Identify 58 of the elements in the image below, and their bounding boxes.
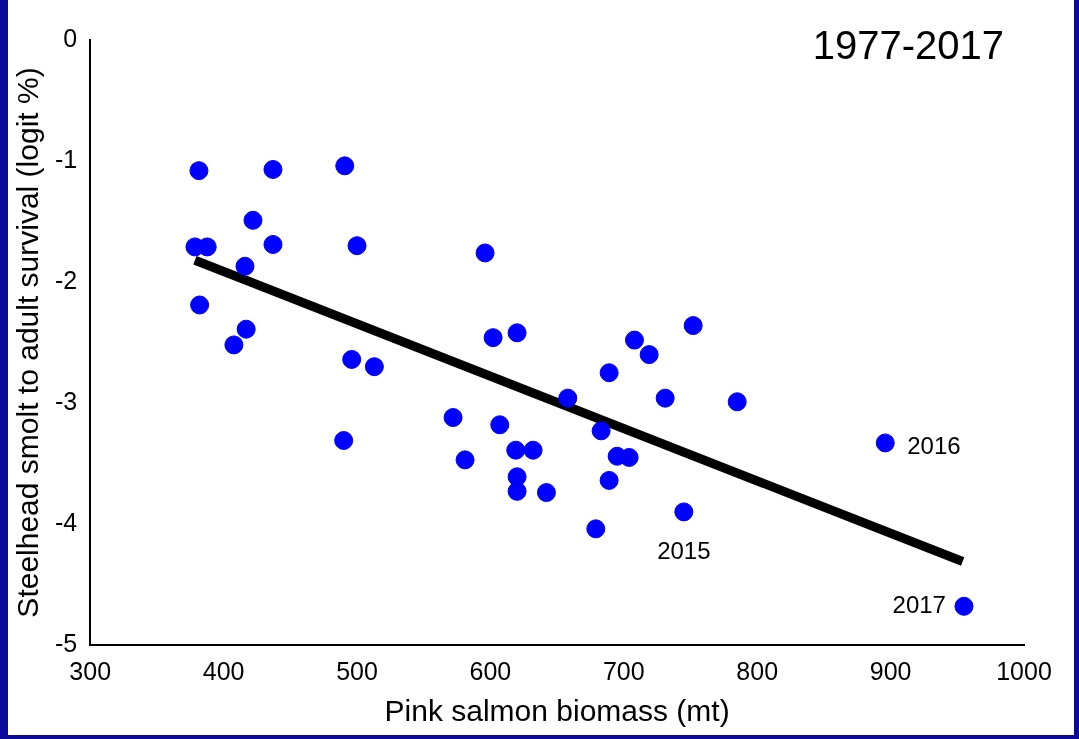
point [189, 161, 209, 181]
point [263, 159, 283, 179]
point [197, 237, 217, 257]
point [727, 392, 747, 412]
x-tick-label: 500 [336, 656, 378, 685]
point [523, 440, 543, 460]
point [507, 323, 527, 343]
x-tick-label: 400 [202, 656, 245, 685]
y-axis-title: Steelhead smolt to adult survival (logit %) [11, 67, 45, 618]
point [591, 421, 611, 441]
point [655, 388, 675, 408]
point [619, 447, 639, 467]
point [342, 349, 362, 369]
point [443, 408, 463, 428]
point [263, 234, 283, 254]
y-tick-label: -4 [54, 507, 78, 536]
y-tick-label: -3 [54, 386, 78, 415]
annotation: 2017 [892, 590, 946, 618]
point [243, 210, 263, 230]
x-axis-title: Pink salmon biomass (mt) [384, 694, 730, 728]
x-tick-label: 600 [469, 656, 512, 685]
point [506, 440, 526, 460]
y-tick-label: 0 [63, 23, 78, 52]
x-tick-label: 1000 [996, 656, 1052, 685]
annotation: 2016 [907, 431, 961, 459]
point [483, 328, 503, 348]
x-tick-label: 800 [736, 656, 779, 685]
point [624, 330, 644, 350]
point [558, 388, 578, 408]
point [490, 415, 510, 435]
point [236, 319, 256, 339]
y-tick-label: -5 [54, 628, 78, 657]
point [334, 431, 354, 451]
point [954, 596, 974, 616]
point [536, 483, 556, 503]
point [683, 316, 703, 336]
point [875, 433, 895, 453]
point [190, 295, 210, 315]
point [455, 450, 475, 470]
point [639, 345, 659, 365]
point [235, 256, 255, 276]
point [347, 236, 367, 256]
point [599, 470, 619, 490]
x-tick-label: 900 [869, 656, 912, 685]
y-tick-label: -1 [54, 144, 78, 173]
x-tick-label: 300 [69, 656, 112, 685]
point [224, 335, 244, 355]
point [364, 357, 384, 377]
point [599, 363, 619, 383]
x-tick-label: 700 [602, 656, 645, 685]
chart-title: 1977-2017 [812, 23, 1004, 68]
point [335, 156, 355, 176]
point [674, 502, 694, 522]
point [507, 481, 527, 501]
point [475, 243, 495, 263]
point [586, 519, 606, 539]
annotation: 2015 [657, 536, 711, 564]
y-tick-label: -2 [54, 265, 78, 294]
